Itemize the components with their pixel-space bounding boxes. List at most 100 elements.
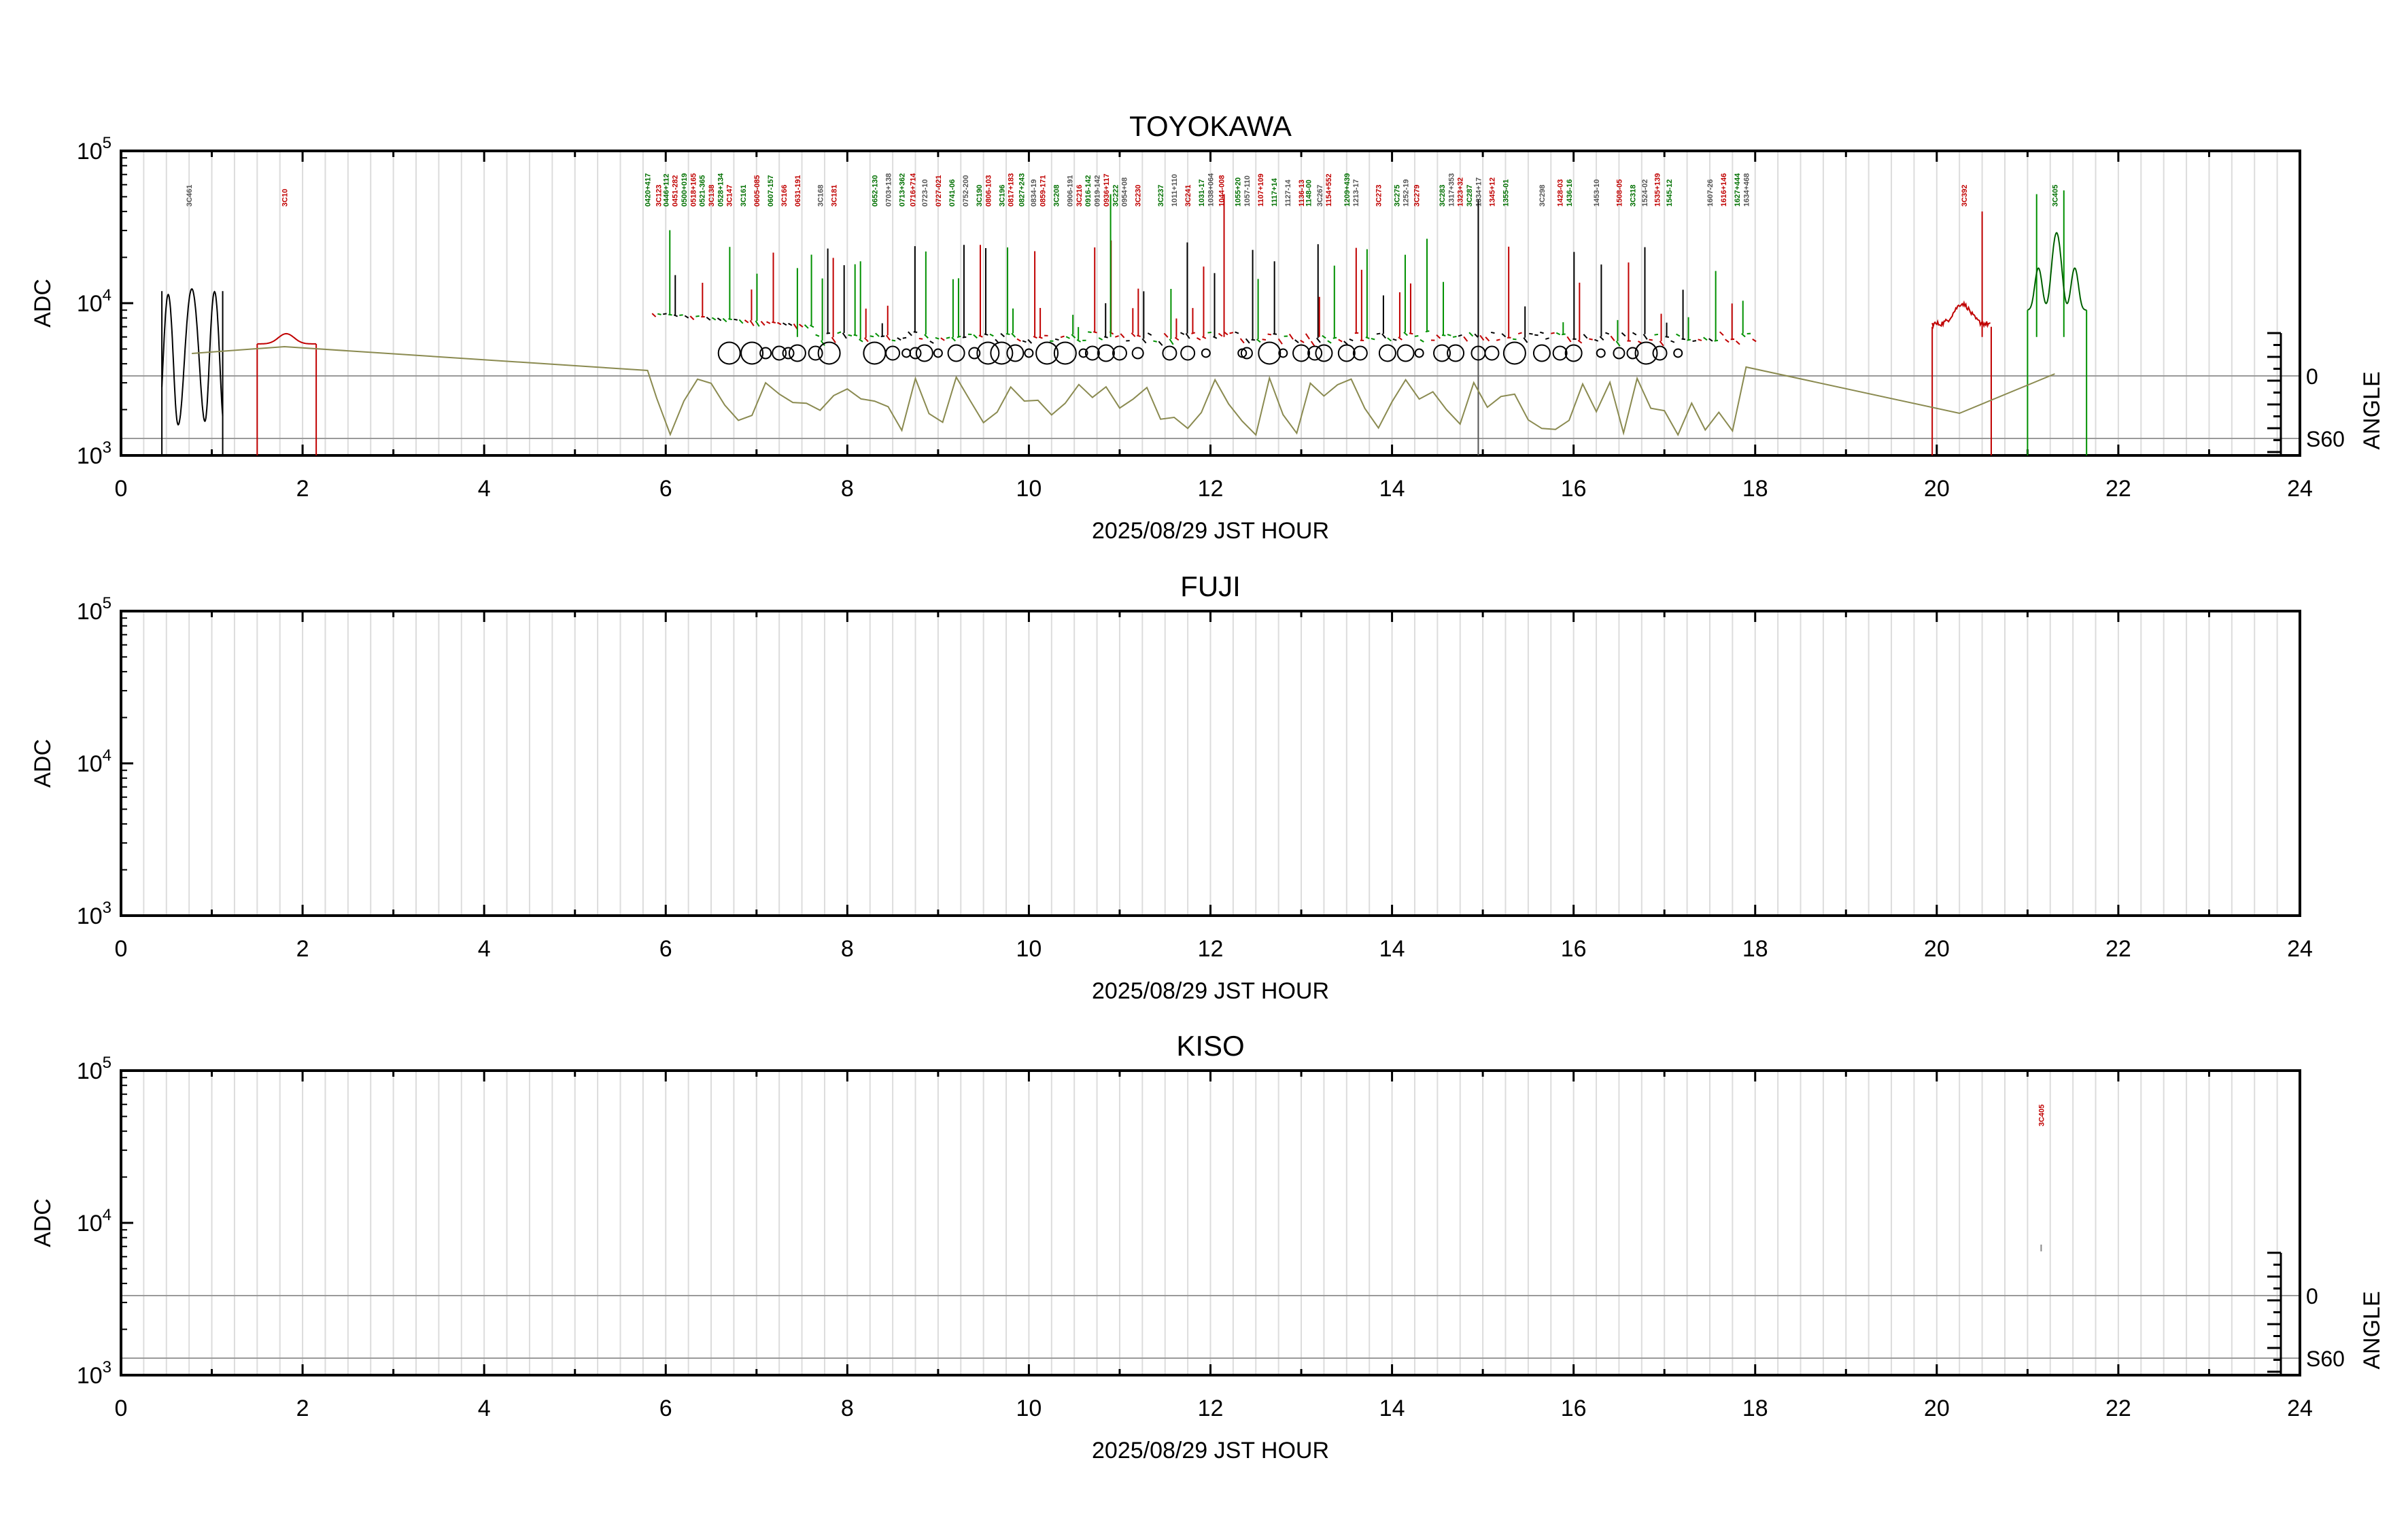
source-label: 0446+112 [662,173,670,207]
x-tick-label: 16 [1561,936,1587,962]
scan-segment [1207,331,1211,334]
source-label: 0834-19 [1030,179,1038,207]
trace-3C392 [1931,300,1991,330]
x-axis-label: 2025/08/29 JST HOUR [1092,978,1329,1004]
x-tick-label: 0 [115,476,128,502]
obs-marker [1292,344,1311,362]
scan-segment [1615,341,1621,347]
scan-segment [1649,339,1653,341]
scan-segment [1621,332,1626,337]
source-label: 3C208 [1052,185,1061,207]
y-tick-label: 103 [77,899,111,929]
x-tick-label: 2 [296,1396,309,1421]
source-label: 1038+064 [1207,173,1216,207]
scan-segment [842,332,847,339]
scan-segment [1490,331,1495,334]
source-label: 0752-200 [962,175,970,207]
scan-segment [1545,337,1549,340]
scan-segment [722,317,727,323]
scan-segment [908,331,912,336]
scan-segment [651,313,657,317]
scan-segment [1054,338,1059,341]
scan-segment [1381,333,1387,339]
source-label: 1011+110 [1171,174,1179,207]
scan-segment [1147,332,1152,336]
scan-segment [1016,338,1021,342]
x-tick-label: 8 [841,476,854,502]
source-label: 0919-142 [1094,175,1102,207]
x-tick-label: 6 [659,476,672,502]
obs-marker [1078,348,1088,358]
scan-segment [1698,339,1702,341]
scan-segment [1033,335,1037,339]
scan-segment [1338,339,1343,343]
source-label: 3C181 [830,185,838,207]
scan-segment [1642,334,1648,340]
scan-segment [749,319,755,326]
x-tick-label: 22 [2105,936,2131,962]
source-label: 3C241 [1184,185,1192,207]
x-tick-label: 10 [1016,1396,1042,1421]
scan-segment [788,322,793,326]
x-tick-label: 8 [841,936,854,962]
source-label: 3C273 [1375,185,1383,207]
angle-tick-label: 0 [2306,364,2318,389]
source-label: 0652-130 [871,175,879,207]
y-tick-label: 105 [77,1054,111,1084]
source-label: 3C279 [1413,185,1422,207]
scan-segment [897,337,901,341]
scan-segment [1174,336,1180,341]
y-axis-label: ADC [30,739,56,788]
source-label: 3C138 [708,185,716,207]
source-label: 1107+109 [1257,173,1265,207]
trace-3C405-black [2027,232,2087,311]
source-label: 3C405 [2037,1105,2046,1126]
scan-segment [766,321,771,324]
scan-segment [1294,339,1299,343]
scan-segment [782,322,787,326]
scan-segment [1239,338,1245,344]
y-tick-label: 103 [77,1358,111,1389]
source-label: 3C275 [1393,185,1401,207]
angle-tick-label: 0 [2306,1284,2318,1309]
scan-segment [1011,332,1016,338]
scan-segment [891,339,896,342]
scan-segment [859,339,863,343]
scan-segment [673,314,678,317]
scan-segment [1447,334,1451,336]
source-label: 1055+20 [1235,177,1243,207]
source-label: 1355-01 [1502,179,1511,207]
obs-marker [1131,347,1144,360]
scan-segment [951,336,956,342]
scan-segment [924,334,929,339]
scan-segment [657,313,661,315]
source-label: 1508-05 [1615,179,1623,207]
panel-title: TOYOKAWA [1129,110,1292,142]
scan-segment [1566,336,1572,343]
source-label: 0500+019 [681,173,689,207]
source-label: 0723-10 [921,179,929,207]
scan-segment [848,334,853,337]
scan-segment [1736,341,1740,345]
scan-segment [1463,336,1468,342]
obs-marker [1240,347,1253,360]
trace-3C461 [161,288,224,426]
source-label: 3C318 [1629,185,1637,207]
scan-segment [1577,339,1583,344]
source-label: 1545-12 [1666,179,1674,207]
scan-segment [1277,338,1283,345]
scan-segment [831,336,836,343]
scan-segment [1000,332,1005,338]
scan-segment [1365,336,1370,339]
scan-segment [1153,340,1157,343]
scan-segment [1327,340,1332,344]
scan-segment [1441,334,1446,336]
panel-title: FUJI [1180,570,1241,602]
x-tick-label: 12 [1198,1396,1224,1421]
scan-segment [772,321,776,324]
scan-segment [1343,341,1348,345]
source-label: 0859-171 [1039,175,1047,207]
scan-segment [1632,332,1637,336]
source-label: 0716+714 [909,173,917,207]
